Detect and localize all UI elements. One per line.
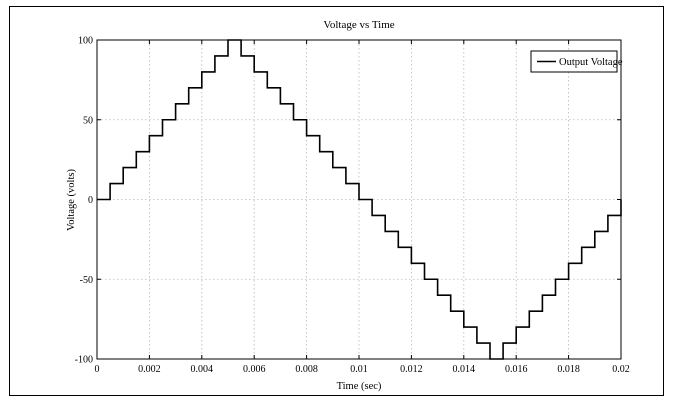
output-voltage-line (97, 39, 622, 360)
x-tick-label: 0.014 (453, 364, 476, 375)
x-tick-label: 0 (95, 364, 100, 375)
x-tick-label: 0.006 (243, 364, 266, 375)
y-tick-label: 0 (88, 195, 93, 206)
x-tick-label: 0.004 (191, 364, 214, 375)
grid-lines (97, 40, 621, 359)
y-tick-label: -100 (75, 355, 93, 366)
y-tick-label: 100 (78, 36, 93, 47)
legend-box (530, 50, 618, 73)
axis-ticks: 0 0.002 0.004 0.006 0.008 0.01 0.012 0.014 0.016… (75, 36, 630, 376)
x-tick-label: 0.01 (350, 364, 368, 375)
x-axis-title: Time (sec) (337, 381, 382, 392)
y-axis-title: Voltage (volts) (66, 169, 77, 231)
x-tick-label: 0.018 (557, 364, 580, 375)
x-tick-label: 0.016 (505, 364, 528, 375)
y-tick-label: -50 (80, 275, 93, 286)
chart-title: Voltage vs Time (323, 19, 394, 31)
legend-label: Output Voltage (559, 57, 623, 68)
x-tick-label: 0.008 (295, 364, 318, 375)
y-tick-label: 50 (83, 115, 93, 126)
x-tick-label: 0.002 (138, 364, 161, 375)
x-tick-label: 0.02 (612, 364, 630, 375)
x-tick-label: 0.012 (400, 364, 423, 375)
legend: Output Voltage (530, 50, 623, 73)
